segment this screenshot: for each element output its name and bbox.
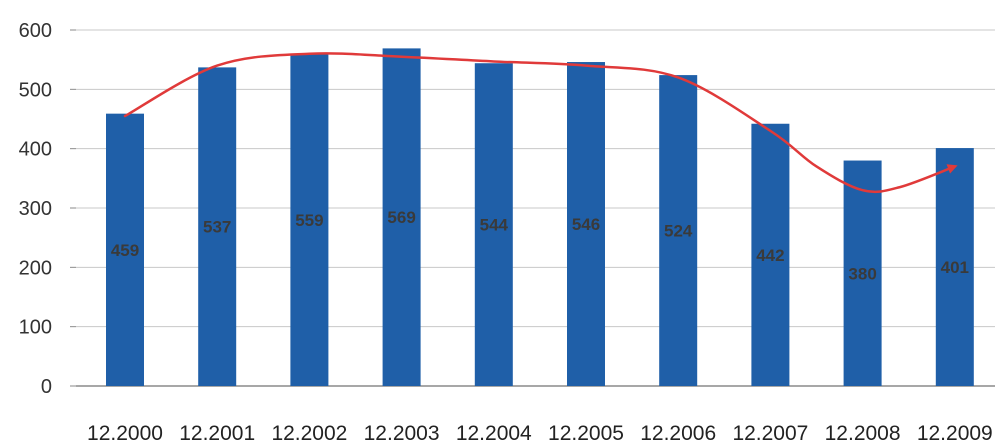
data-label: 459	[111, 241, 139, 260]
x-axis-ticks: 12.2000 12.2001 12.2002 12.2003 12.2004 12.20…	[87, 422, 993, 445]
y-tick-label: 100	[19, 317, 52, 339]
x-tick-label: 12.2007	[732, 422, 808, 445]
bar	[382, 48, 421, 386]
trend-arrow	[123, 52, 958, 194]
y-tick-label: 300	[19, 198, 52, 220]
x-tick-label: 12.2005	[548, 422, 624, 445]
x-tick-label: 12.2000	[87, 422, 163, 445]
data-label: 546	[572, 215, 600, 234]
data-label: 380	[848, 264, 876, 283]
bar	[751, 123, 790, 386]
y-tick-label: 400	[19, 139, 52, 161]
y-tick-label: 500	[19, 79, 52, 101]
bars	[106, 48, 974, 387]
trend-line	[123, 52, 958, 194]
data-label: 559	[295, 211, 323, 230]
x-tick-label: 12.2006	[640, 422, 716, 445]
bar	[106, 113, 144, 386]
x-tick-label: 12.2003	[364, 422, 440, 445]
data-labels: 459 537 559 569 544 546 524 442 380 401	[111, 208, 969, 283]
data-label: 569	[387, 208, 415, 227]
bar	[290, 54, 329, 387]
data-label: 524	[664, 222, 693, 241]
data-label: 537	[203, 218, 231, 237]
bar	[567, 62, 605, 386]
x-tick-label: 12.2001	[179, 422, 255, 445]
y-tick-label: 600	[19, 20, 52, 42]
x-tick-label: 12.2002	[271, 422, 347, 445]
data-label: 401	[941, 258, 969, 277]
bar	[474, 63, 513, 387]
x-tick-label: 12.2008	[825, 422, 901, 445]
x-tick-label: 12.2004	[456, 422, 532, 445]
bar	[843, 160, 882, 386]
bar	[935, 148, 974, 386]
data-label: 442	[756, 246, 784, 265]
y-axis-ticks: 0 100 200 300 400 500 600	[19, 20, 52, 398]
y-tick-label: 0	[41, 376, 52, 398]
data-label: 544	[480, 216, 509, 235]
bar	[659, 75, 698, 387]
bar	[198, 67, 237, 386]
x-tick-label: 12.2009	[917, 422, 993, 445]
y-tick-label: 200	[19, 257, 52, 279]
